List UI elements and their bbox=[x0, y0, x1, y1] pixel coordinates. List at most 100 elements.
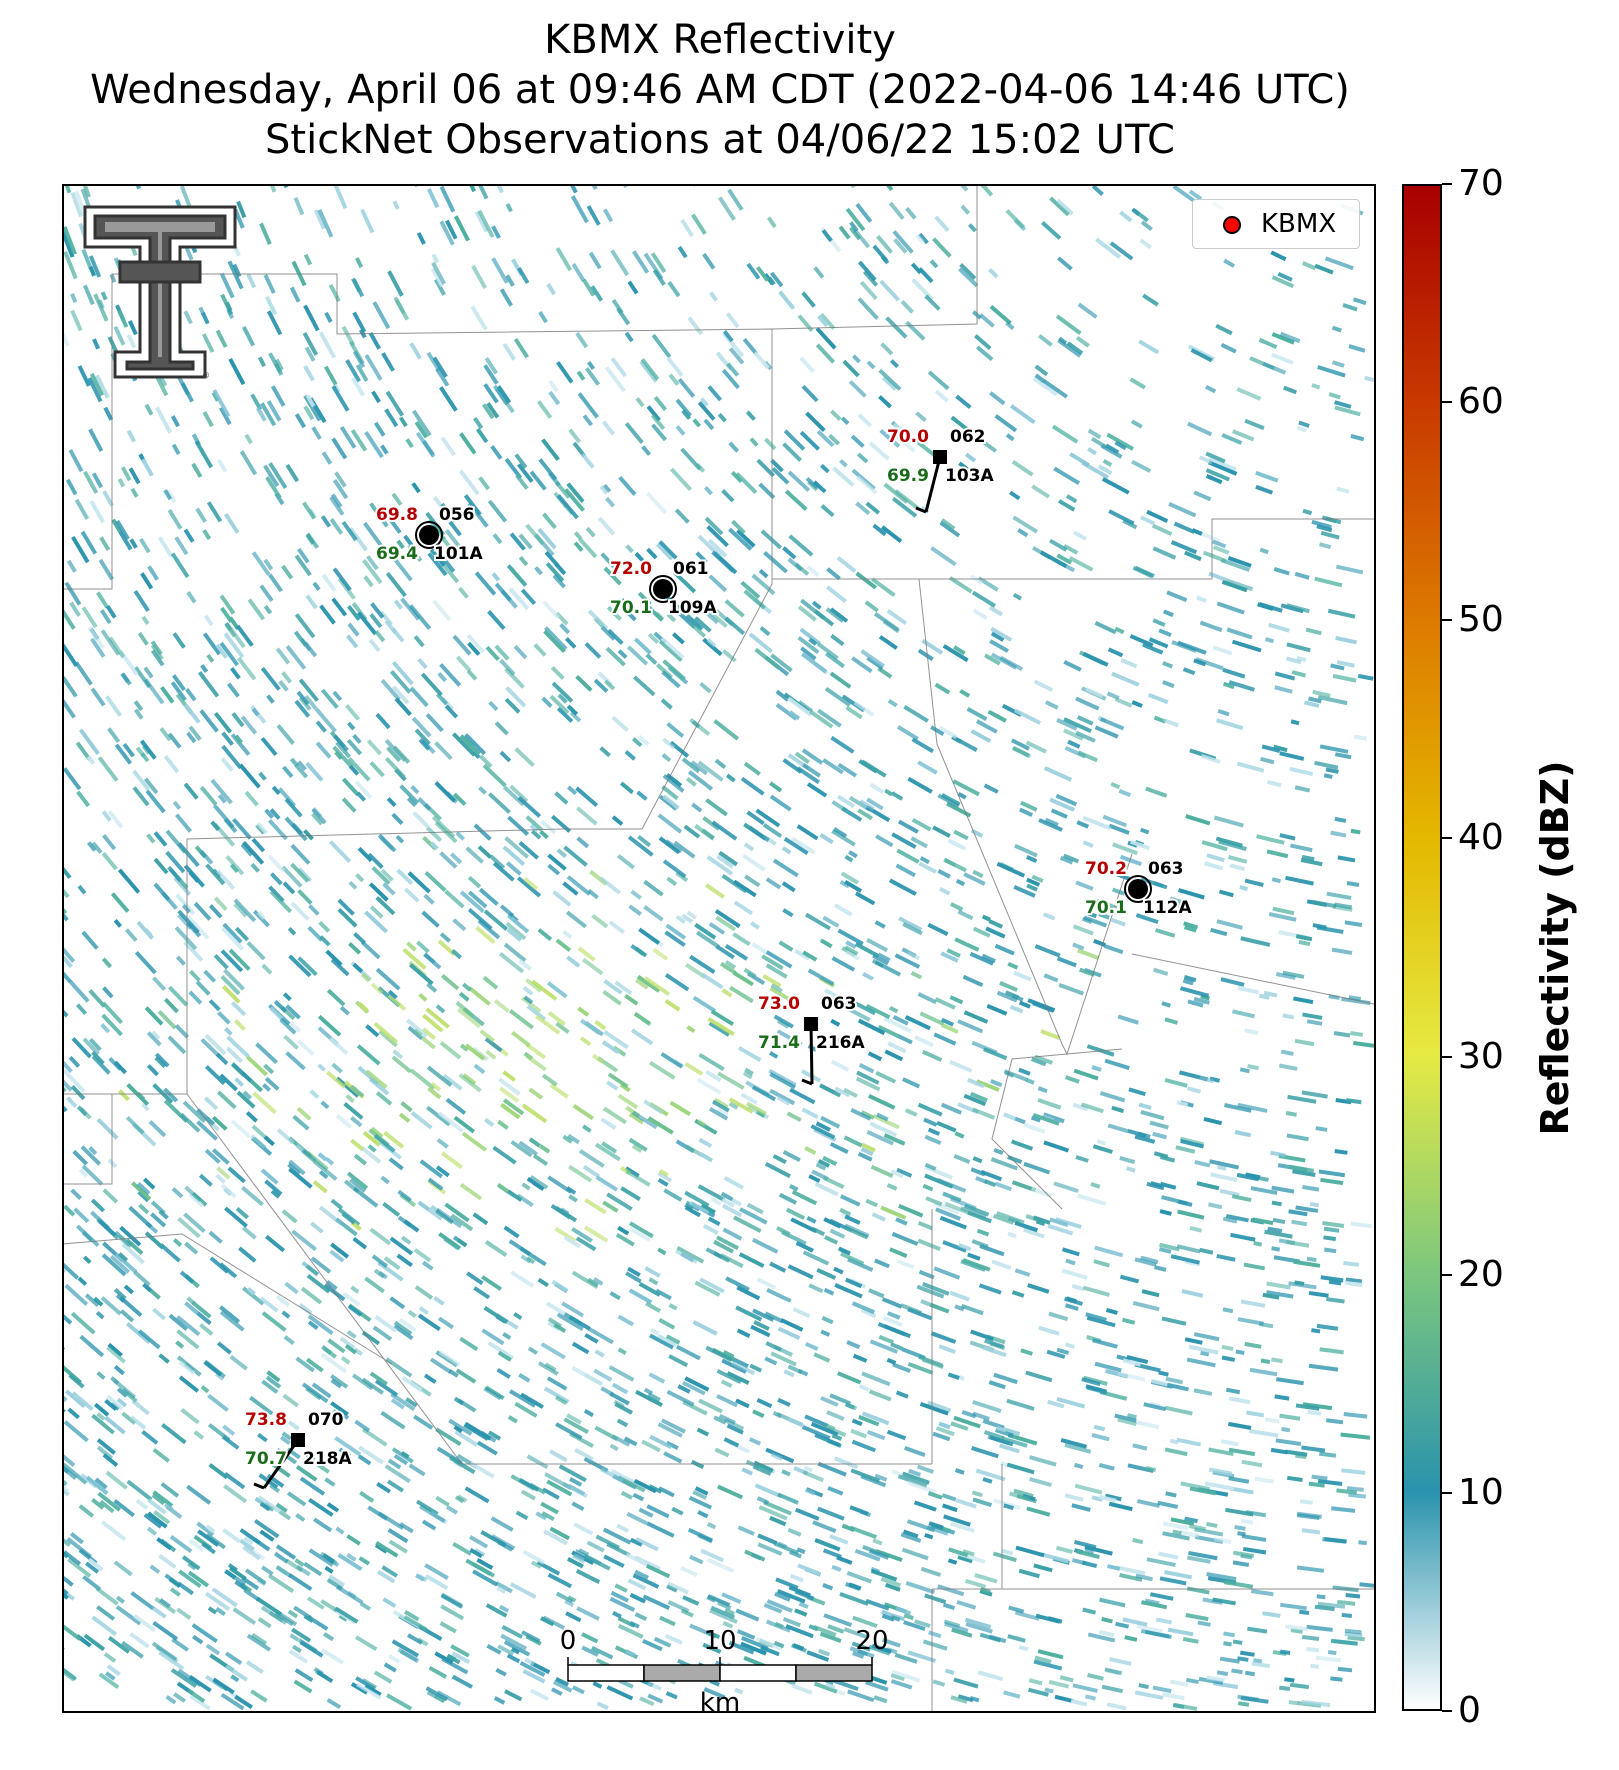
reflectivity-gate bbox=[1056, 717, 1078, 731]
reflectivity-gate bbox=[869, 1121, 898, 1138]
reflectivity-gate bbox=[1033, 1659, 1063, 1671]
reflectivity-gate bbox=[1170, 1254, 1200, 1265]
reflectivity-gate bbox=[467, 184, 477, 193]
reflectivity-gate bbox=[1169, 1438, 1179, 1445]
reflectivity-gate bbox=[101, 852, 118, 871]
reflectivity-gate bbox=[1140, 515, 1156, 526]
reflectivity-gate bbox=[70, 1188, 82, 1200]
scale-tick-20: 20 bbox=[855, 1626, 889, 1656]
reflectivity-gate bbox=[1223, 1580, 1254, 1589]
reflectivity-gate bbox=[373, 1021, 399, 1044]
reflectivity-gate bbox=[499, 750, 512, 763]
reflectivity-gate bbox=[321, 451, 333, 465]
reflectivity-gate bbox=[425, 1007, 450, 1029]
reflectivity-gate bbox=[121, 1640, 144, 1659]
wind-barb bbox=[809, 1023, 814, 1085]
reflectivity-gate bbox=[366, 739, 382, 756]
reflectivity-gate bbox=[786, 1111, 802, 1123]
reflectivity-gate bbox=[291, 1229, 317, 1252]
reflectivity-gate bbox=[1314, 1604, 1335, 1612]
reflectivity-gate bbox=[555, 1206, 578, 1223]
reflectivity-gate bbox=[536, 1560, 561, 1576]
reflectivity-gate bbox=[644, 1266, 661, 1278]
reflectivity-gate bbox=[582, 278, 596, 297]
reflectivity-gate bbox=[67, 1407, 80, 1420]
reflectivity-gate bbox=[127, 320, 138, 336]
reflectivity-gate bbox=[259, 222, 272, 245]
reflectivity-gate bbox=[869, 782, 885, 794]
reflectivity-gate bbox=[1040, 1552, 1070, 1564]
reflectivity-gate bbox=[62, 969, 72, 983]
reflectivity-gate bbox=[787, 1364, 803, 1375]
reflectivity-gate bbox=[662, 794, 680, 810]
reflectivity-gate bbox=[259, 1501, 271, 1512]
reflectivity-gate bbox=[519, 1661, 546, 1677]
reflectivity-gate bbox=[575, 675, 593, 692]
reflectivity-gate bbox=[978, 313, 995, 328]
reflectivity-gate bbox=[1255, 484, 1274, 495]
reflectivity-gate bbox=[1253, 1241, 1263, 1247]
reflectivity-gate bbox=[355, 1635, 378, 1651]
reflectivity-gate bbox=[662, 737, 676, 750]
reflectivity-gate bbox=[320, 688, 339, 709]
reflectivity-gate bbox=[117, 478, 126, 488]
reflectivity-gate bbox=[555, 1395, 568, 1406]
reflectivity-gate bbox=[1044, 1687, 1054, 1694]
reflectivity-gate bbox=[423, 952, 442, 970]
reflectivity-gate bbox=[698, 1137, 713, 1148]
reflectivity-gate bbox=[568, 1194, 578, 1203]
reflectivity-gate bbox=[993, 1147, 1004, 1156]
reflectivity-gate bbox=[304, 694, 318, 710]
radar-map[interactable]: 69.8 056 69.4 101A 72.0 061 70.1 109A 70.0 062 69.… bbox=[62, 184, 1374, 1711]
reflectivity-gate bbox=[161, 891, 178, 910]
reflectivity-gate bbox=[397, 1215, 412, 1228]
reflectivity-gate bbox=[1129, 634, 1154, 648]
reflectivity-gate bbox=[551, 814, 572, 833]
reflectivity-gate bbox=[429, 548, 446, 567]
reflectivity-gate bbox=[667, 280, 681, 298]
reflectivity-gate bbox=[96, 1605, 116, 1621]
reflectivity-gate bbox=[1072, 1102, 1089, 1112]
reflectivity-gate bbox=[971, 590, 996, 608]
reflectivity-gate bbox=[98, 558, 115, 581]
reflectivity-gate bbox=[514, 453, 528, 469]
reflectivity-gate bbox=[717, 1600, 732, 1611]
reflectivity-gate bbox=[504, 457, 523, 479]
reflectivity-gate bbox=[1331, 325, 1342, 333]
reflectivity-gate bbox=[752, 1237, 779, 1254]
reflectivity-gate bbox=[876, 1112, 889, 1122]
reflectivity-gate bbox=[602, 989, 622, 1006]
reflectivity-gate bbox=[418, 992, 428, 1002]
reflectivity-gate bbox=[1152, 1131, 1168, 1140]
reflectivity-gate bbox=[616, 854, 635, 870]
reflectivity-gate bbox=[345, 704, 361, 721]
reflectivity-gate bbox=[1286, 1240, 1310, 1248]
reflectivity-gate bbox=[817, 708, 842, 728]
reflectivity-gate bbox=[346, 1330, 357, 1339]
reflectivity-gate bbox=[599, 746, 611, 758]
reflectivity-gate bbox=[800, 598, 826, 620]
calm-wind-ring bbox=[415, 521, 443, 549]
reflectivity-gate bbox=[647, 1392, 661, 1402]
reflectivity-gate bbox=[491, 225, 501, 239]
reflectivity-gate bbox=[1164, 1078, 1188, 1088]
reflectivity-gate bbox=[1165, 1376, 1184, 1385]
reflectivity-gate bbox=[825, 1682, 836, 1690]
reflectivity-gate bbox=[834, 1086, 851, 1098]
reflectivity-gate bbox=[587, 888, 599, 900]
reflectivity-gate bbox=[886, 609, 907, 626]
reflectivity-gate bbox=[315, 720, 327, 733]
legend-label: KBMX bbox=[1261, 209, 1337, 239]
reflectivity-gate bbox=[906, 950, 921, 961]
reflectivity-gate bbox=[330, 493, 343, 508]
reflectivity-gate bbox=[1062, 853, 1080, 864]
reflectivity-gate bbox=[833, 827, 848, 839]
reflectivity-gate bbox=[498, 1077, 521, 1096]
reflectivity-gate bbox=[510, 1030, 531, 1048]
reflectivity-gate bbox=[765, 1447, 795, 1464]
reflectivity-gate bbox=[921, 638, 944, 655]
reflectivity-gate bbox=[566, 955, 581, 968]
reflectivity-gate bbox=[611, 815, 624, 826]
reflectivity-gate bbox=[236, 656, 257, 681]
reflectivity-gate bbox=[1033, 679, 1054, 692]
